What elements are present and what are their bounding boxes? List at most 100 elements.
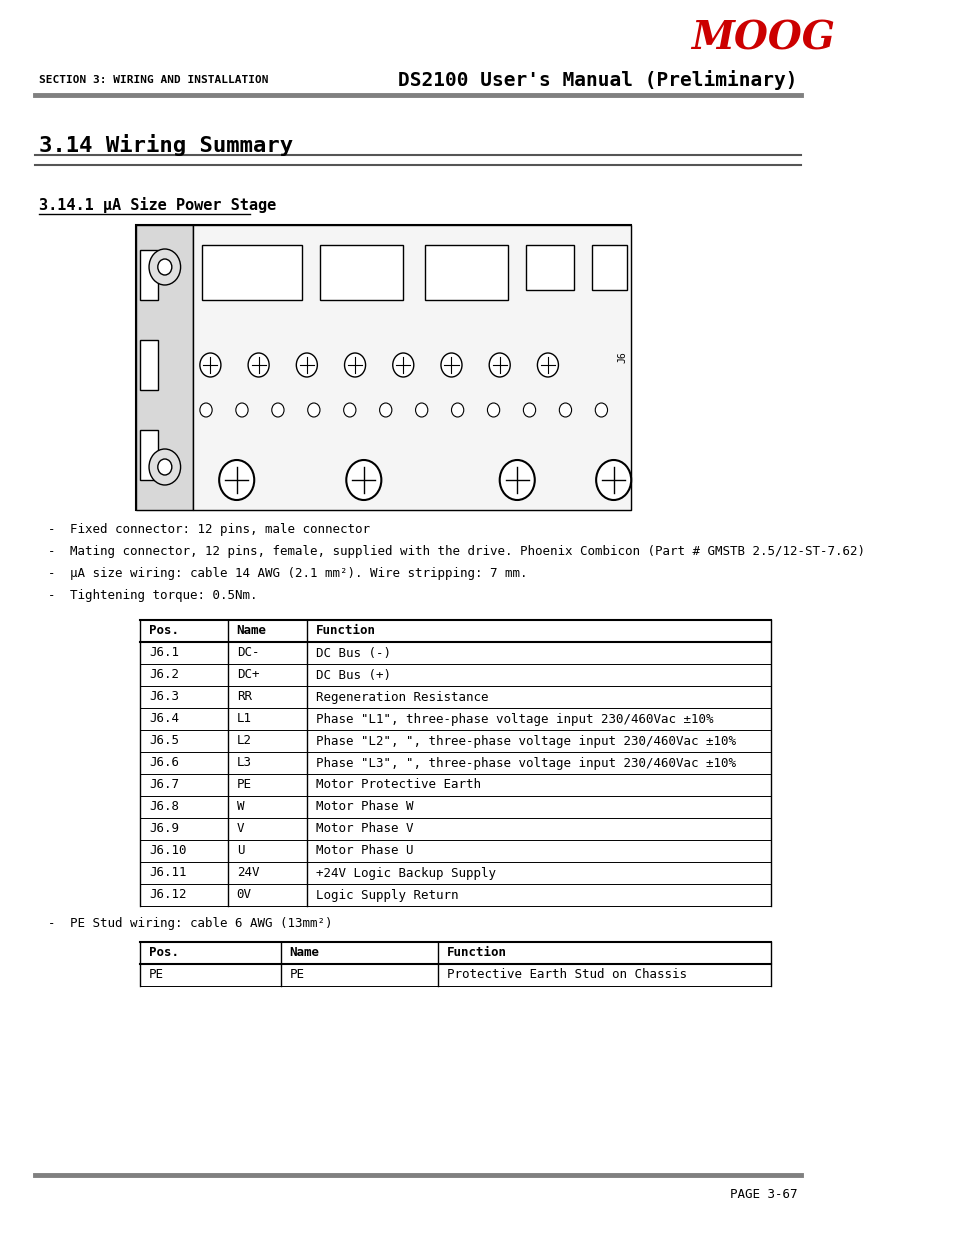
Circle shape	[296, 353, 317, 377]
Bar	[140, 430, 157, 480]
Text: -: -	[49, 524, 55, 536]
Text: PE: PE	[289, 968, 304, 982]
Text: Function: Function	[447, 946, 507, 960]
Circle shape	[537, 353, 558, 377]
Text: Motor Phase U: Motor Phase U	[315, 845, 413, 857]
Text: Motor Phase W: Motor Phase W	[315, 800, 413, 814]
Circle shape	[308, 403, 319, 417]
Text: J6.8: J6.8	[149, 800, 179, 814]
Text: Motor Protective Earth: Motor Protective Earth	[315, 778, 480, 792]
Text: DC-: DC-	[236, 646, 259, 659]
Bar	[525, 245, 574, 290]
Text: V: V	[236, 823, 244, 836]
Bar	[201, 245, 302, 300]
Text: +24V Logic Backup Supply: +24V Logic Backup Supply	[315, 867, 496, 879]
Bar	[135, 225, 631, 510]
Text: DC+: DC+	[236, 668, 259, 682]
Text: PE: PE	[149, 968, 164, 982]
Text: -: -	[49, 546, 55, 558]
Text: Mating connector, 12 pins, female, supplied with the drive. Phoenix Combicon (Pa: Mating connector, 12 pins, female, suppl…	[71, 546, 864, 558]
Bar	[135, 225, 193, 510]
Text: DC Bus (+): DC Bus (+)	[315, 668, 390, 682]
Text: Motor Phase V: Motor Phase V	[315, 823, 413, 836]
Circle shape	[157, 259, 172, 275]
Circle shape	[523, 403, 535, 417]
Text: Fixed connector: 12 pins, male connector: Fixed connector: 12 pins, male connector	[71, 524, 370, 536]
Circle shape	[451, 403, 463, 417]
Text: L2: L2	[236, 735, 252, 747]
Text: L3: L3	[236, 757, 252, 769]
Text: J6.2: J6.2	[149, 668, 179, 682]
Text: Pos.: Pos.	[149, 625, 179, 637]
Text: PE Stud wiring: cable 6 AWG (13mm²): PE Stud wiring: cable 6 AWG (13mm²)	[71, 918, 333, 930]
Text: W: W	[236, 800, 244, 814]
Circle shape	[595, 403, 607, 417]
Bar	[319, 245, 403, 300]
Text: J6.11: J6.11	[149, 867, 187, 879]
Text: J6.6: J6.6	[149, 757, 179, 769]
Bar	[140, 340, 157, 390]
Text: -: -	[49, 568, 55, 580]
Text: Phase "L1", three-phase voltage input 230/460Vac ±10%: Phase "L1", three-phase voltage input 23…	[315, 713, 712, 725]
Text: Regeneration Resistance: Regeneration Resistance	[315, 690, 488, 704]
Circle shape	[200, 403, 212, 417]
Text: Name: Name	[236, 625, 267, 637]
Circle shape	[416, 403, 427, 417]
Text: J6.4: J6.4	[149, 713, 179, 725]
Text: Phase "L3", ", three-phase voltage input 230/460Vac ±10%: Phase "L3", ", three-phase voltage input…	[315, 757, 735, 769]
Text: J6.7: J6.7	[149, 778, 179, 792]
Text: Tightening torque: 0.5Nm.: Tightening torque: 0.5Nm.	[71, 589, 257, 603]
Text: μA size wiring: cable 14 AWG (2.1 mm²). Wire stripping: 7 mm.: μA size wiring: cable 14 AWG (2.1 mm²). …	[71, 568, 527, 580]
Text: RR: RR	[236, 690, 252, 704]
Text: J6.10: J6.10	[149, 845, 187, 857]
Text: Pos.: Pos.	[149, 946, 179, 960]
Circle shape	[379, 403, 392, 417]
Circle shape	[272, 403, 284, 417]
Text: -: -	[49, 918, 55, 930]
Text: Protective Earth Stud on Chassis: Protective Earth Stud on Chassis	[447, 968, 686, 982]
Circle shape	[440, 353, 461, 377]
Circle shape	[558, 403, 571, 417]
Circle shape	[157, 459, 172, 475]
Circle shape	[149, 450, 180, 485]
Bar	[193, 225, 631, 510]
Circle shape	[343, 403, 355, 417]
Text: DS2100 User's Manual (Preliminary): DS2100 User's Manual (Preliminary)	[397, 70, 797, 90]
Text: SECTION 3: WIRING AND INSTALLATION: SECTION 3: WIRING AND INSTALLATION	[39, 75, 269, 85]
Text: L1: L1	[236, 713, 252, 725]
Text: U: U	[236, 845, 244, 857]
Circle shape	[344, 353, 365, 377]
Text: J6.1: J6.1	[149, 646, 179, 659]
Circle shape	[235, 403, 248, 417]
Text: J6: J6	[617, 351, 627, 363]
Circle shape	[200, 353, 221, 377]
Text: J6.12: J6.12	[149, 888, 187, 902]
Circle shape	[346, 459, 381, 500]
Circle shape	[393, 353, 414, 377]
Circle shape	[596, 459, 631, 500]
Text: 3.14.1 μA Size Power Stage: 3.14.1 μA Size Power Stage	[39, 198, 276, 212]
Circle shape	[149, 249, 180, 285]
Circle shape	[499, 459, 535, 500]
Text: Name: Name	[289, 946, 319, 960]
Text: Logic Supply Return: Logic Supply Return	[315, 888, 457, 902]
Bar	[591, 245, 626, 290]
Bar	[140, 249, 157, 300]
Circle shape	[219, 459, 253, 500]
Circle shape	[248, 353, 269, 377]
Bar	[425, 245, 508, 300]
Text: -: -	[49, 589, 55, 603]
Text: DC Bus (-): DC Bus (-)	[315, 646, 390, 659]
Text: 24V: 24V	[236, 867, 259, 879]
Text: J6.9: J6.9	[149, 823, 179, 836]
Circle shape	[489, 353, 510, 377]
Text: PAGE 3-67: PAGE 3-67	[729, 1188, 797, 1202]
Text: MOOG: MOOG	[690, 19, 834, 57]
Text: 0V: 0V	[236, 888, 252, 902]
Text: Phase "L2", ", three-phase voltage input 230/460Vac ±10%: Phase "L2", ", three-phase voltage input…	[315, 735, 735, 747]
Text: 3.14 Wiring Summary: 3.14 Wiring Summary	[39, 135, 294, 156]
Text: J6.3: J6.3	[149, 690, 179, 704]
Text: PE: PE	[236, 778, 252, 792]
Circle shape	[487, 403, 499, 417]
Text: J6.5: J6.5	[149, 735, 179, 747]
